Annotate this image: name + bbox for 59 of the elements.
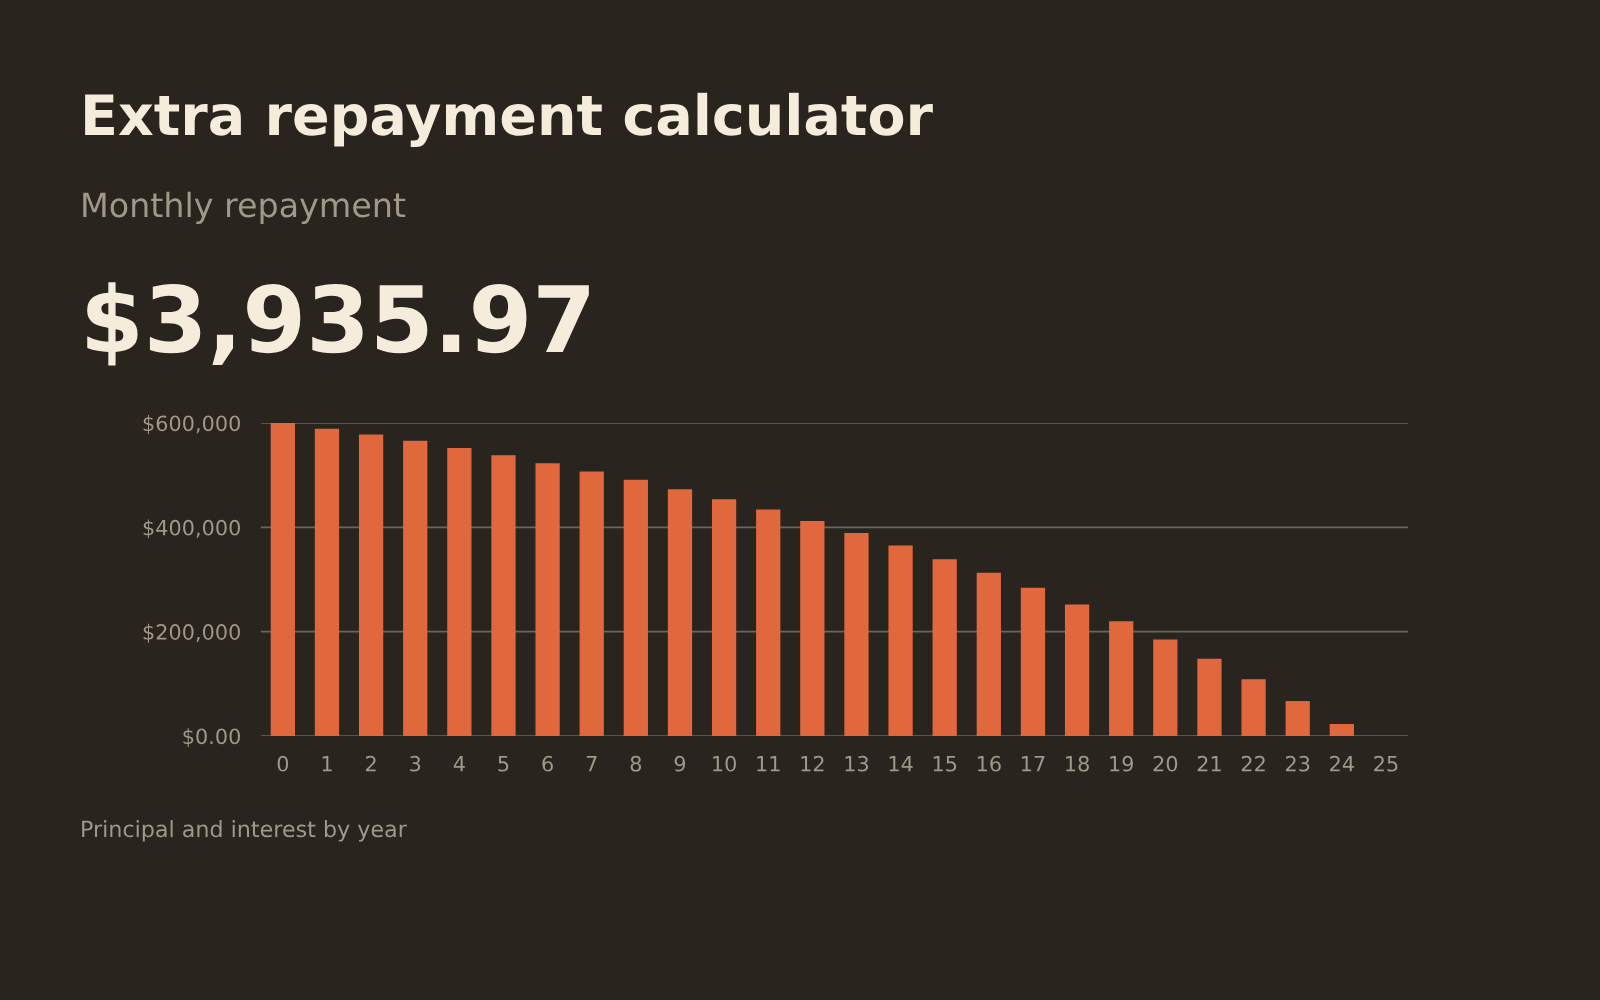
x-tick-label: 6 bbox=[542, 755, 553, 772]
y-tick-label: $0.00 bbox=[183, 728, 240, 747]
text: $3,935.97 bbox=[87, 282, 589, 366]
y-tick-label: $400,000 bbox=[143, 519, 240, 539]
x-tick-label: 8 bbox=[630, 755, 642, 772]
x-tick-label: 17 bbox=[1021, 756, 1045, 772]
bar bbox=[1109, 621, 1134, 736]
bar bbox=[1241, 679, 1266, 736]
bar bbox=[579, 471, 604, 736]
bar bbox=[1285, 701, 1310, 736]
x-tick-label: 16 bbox=[977, 755, 1001, 772]
chart-subtitle: Monthly repayment bbox=[83, 191, 406, 224]
text: Principal and interest by year bbox=[82, 820, 407, 842]
bar bbox=[888, 545, 913, 736]
x-tick-label: 18 bbox=[1066, 755, 1089, 772]
bar bbox=[358, 434, 384, 736]
x-tick-label: 22 bbox=[1241, 755, 1265, 772]
bar bbox=[1197, 658, 1222, 736]
x-tick-label: 10 bbox=[713, 755, 736, 772]
bar bbox=[314, 428, 340, 736]
x-tick-label: 3 bbox=[410, 755, 421, 772]
x-tick-label: 20 bbox=[1153, 755, 1178, 772]
x-tick-label: 21 bbox=[1197, 755, 1221, 772]
bar bbox=[1153, 639, 1178, 736]
x-tick-label: 2 bbox=[366, 755, 376, 772]
x-tick-label: 1 bbox=[322, 756, 332, 772]
chart-title: Extra repayment calculator bbox=[85, 92, 933, 147]
x-tick-label: 13 bbox=[845, 755, 869, 772]
bar bbox=[756, 509, 781, 736]
x-tick-label: 19 bbox=[1110, 755, 1133, 772]
x-tick-label: 23 bbox=[1285, 755, 1310, 772]
bar bbox=[447, 448, 472, 736]
bar bbox=[535, 463, 560, 736]
bar bbox=[800, 521, 825, 736]
bar bbox=[711, 499, 737, 736]
bar bbox=[623, 479, 648, 736]
bar bbox=[491, 455, 516, 736]
bar bbox=[1329, 724, 1354, 736]
x-tick-label: 0 bbox=[277, 755, 289, 772]
bar bbox=[403, 440, 428, 736]
bar bbox=[667, 489, 693, 736]
x-tick-label: 14 bbox=[889, 756, 913, 772]
bar bbox=[1064, 604, 1090, 736]
x-tick-label: 24 bbox=[1330, 755, 1354, 772]
bar bbox=[270, 423, 295, 736]
y-tick-label: $200,000 bbox=[143, 623, 240, 643]
bar bbox=[1020, 587, 1046, 736]
bar bbox=[844, 533, 869, 736]
bar bbox=[976, 572, 1001, 736]
x-tick-label: 12 bbox=[801, 755, 824, 772]
x-tick-label: 11 bbox=[757, 756, 780, 772]
x-tick-label: 15 bbox=[933, 756, 957, 772]
bar bbox=[932, 559, 957, 736]
x-tick-label: 5 bbox=[498, 756, 509, 772]
x-tick-label: 4 bbox=[453, 756, 465, 772]
x-tick-label: 9 bbox=[674, 755, 686, 772]
y-tick-label: $600,000 bbox=[143, 415, 240, 434]
x-tick-label: 7 bbox=[586, 756, 597, 772]
x-tick-label: 25 bbox=[1374, 755, 1398, 772]
